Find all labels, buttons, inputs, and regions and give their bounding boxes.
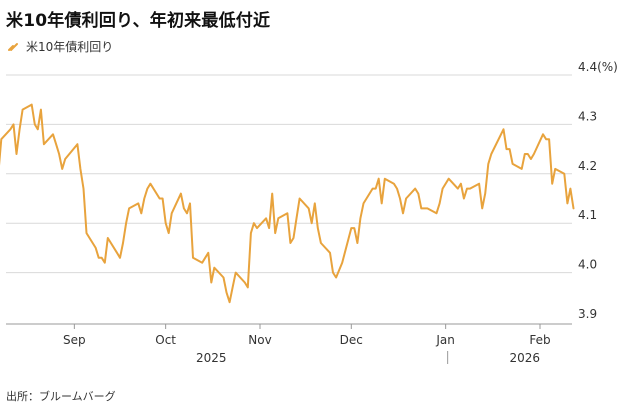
legend-line-icon	[8, 42, 18, 51]
page-title: 米10年債利回り、年初来最低付近	[6, 11, 271, 31]
y-tick-label: 3.9	[578, 307, 597, 321]
y-tick-label: 4.3	[578, 109, 597, 123]
x-tick-label: Sep	[63, 333, 86, 347]
x-tick-label: Jan	[435, 333, 455, 347]
y-tick-label: 4.4(%)	[578, 60, 618, 74]
x-tick-label: Oct	[155, 333, 176, 347]
x-tick-label: Nov	[248, 333, 271, 347]
year-label: 2026	[510, 351, 541, 365]
legend: 米10年債利回り	[6, 38, 113, 55]
y-tick-label: 4.0	[578, 258, 597, 272]
legend-label: 米10年債利回り	[26, 40, 114, 54]
series-line	[0, 103, 575, 304]
x-tick-label: Feb	[529, 333, 550, 347]
y-tick-label: 4.2	[578, 159, 597, 173]
x-tick-label: Dec	[340, 333, 363, 347]
line-chart: 3.9 4.0 4.1 4.2 4.3 4.4(%) Sep Oct Nov Dec Jan Feb 2…	[0, 60, 618, 365]
year-label: 2025	[196, 351, 227, 365]
y-tick-label: 4.1	[578, 208, 597, 222]
source-note: 出所：ブルームバーグ	[6, 390, 116, 403]
